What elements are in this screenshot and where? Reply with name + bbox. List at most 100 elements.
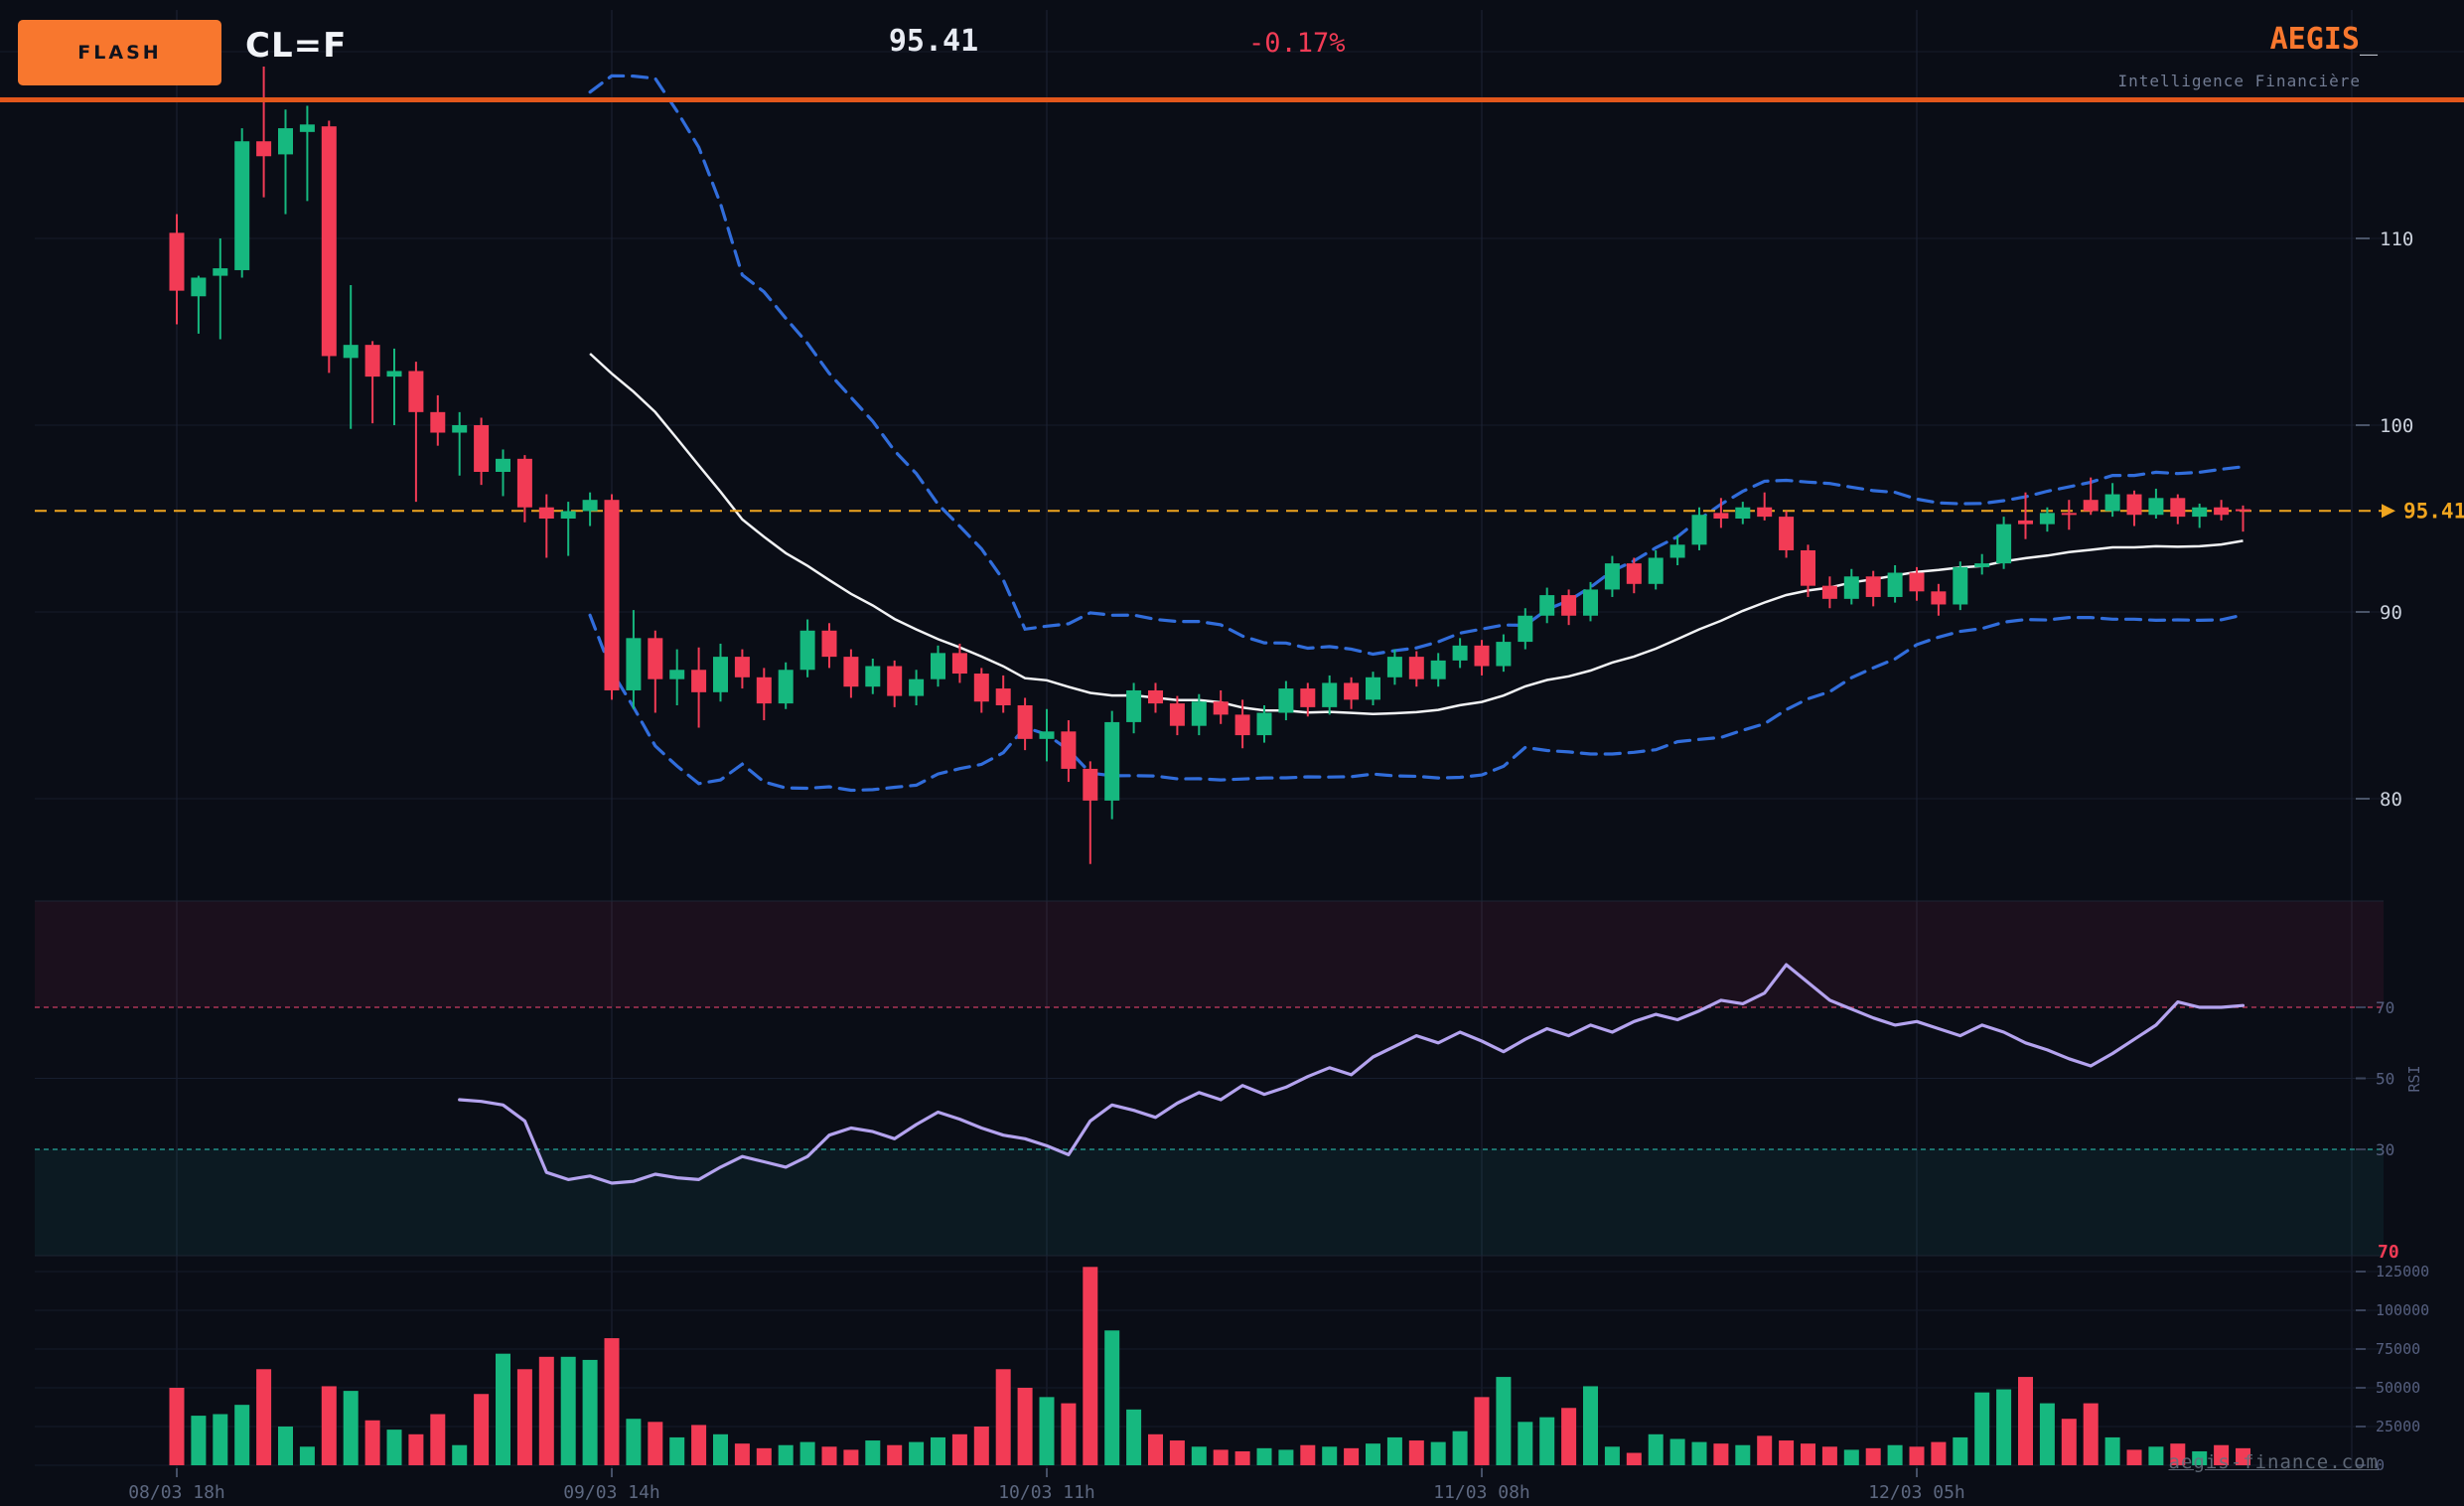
volume-bar bbox=[669, 1436, 685, 1465]
volume-bar bbox=[169, 1388, 185, 1465]
volume-bar bbox=[386, 1430, 402, 1465]
candle-body bbox=[1539, 595, 1555, 616]
candle-body bbox=[995, 688, 1011, 705]
rsi-current-value: 70 bbox=[2378, 1242, 2399, 1263]
header-divider bbox=[0, 97, 2464, 102]
rsi-axis-label: 70 bbox=[2376, 998, 2394, 1017]
volume-bar bbox=[1104, 1330, 1120, 1465]
header-change-percent: -0.17% bbox=[1248, 28, 1346, 59]
candle-body bbox=[1039, 731, 1055, 739]
volume-bar bbox=[887, 1444, 903, 1465]
volume-bar bbox=[713, 1433, 728, 1465]
candle-body bbox=[582, 500, 598, 512]
volume-bar bbox=[582, 1359, 598, 1465]
volume-bar bbox=[343, 1391, 359, 1465]
volume-bar bbox=[299, 1446, 315, 1465]
candle-body bbox=[1148, 689, 1163, 704]
volume-bar bbox=[560, 1356, 576, 1465]
candle-body bbox=[538, 507, 554, 519]
bollinger-upper-band bbox=[588, 74, 2246, 657]
date-axis-label: 11/03 08h bbox=[1433, 1482, 1530, 1503]
volume-bar bbox=[799, 1441, 815, 1465]
candle-body bbox=[191, 277, 207, 297]
candle-body bbox=[973, 674, 989, 702]
candle-body bbox=[1366, 677, 1380, 700]
volume-bar bbox=[931, 1436, 945, 1465]
candle-body bbox=[821, 630, 837, 658]
candle-body bbox=[1408, 657, 1424, 679]
volume-bar bbox=[1234, 1450, 1250, 1465]
candle-body bbox=[1496, 642, 1512, 667]
brand-text: AEGIS bbox=[2269, 22, 2360, 57]
volume-bar bbox=[865, 1440, 881, 1465]
candle-body bbox=[1974, 563, 1990, 567]
candle-body bbox=[2083, 500, 2099, 512]
rsi-panel-title: RSI bbox=[2405, 1065, 2423, 1092]
volume-bar bbox=[516, 1369, 532, 1465]
candle-body bbox=[1322, 682, 1338, 707]
volume-bar bbox=[1169, 1440, 1185, 1465]
candle-body bbox=[213, 268, 228, 276]
volume-bar bbox=[1583, 1386, 1598, 1465]
volume-bar bbox=[1713, 1443, 1729, 1465]
candle-body bbox=[1691, 515, 1707, 545]
candle-body bbox=[1256, 712, 1272, 736]
candle-body bbox=[1104, 721, 1120, 801]
candle-body bbox=[2236, 509, 2250, 512]
candle-body bbox=[1213, 701, 1229, 715]
candle-body bbox=[713, 657, 728, 692]
volume-bar bbox=[1843, 1449, 1859, 1465]
volume-bar bbox=[1213, 1449, 1229, 1465]
volume-bar bbox=[1561, 1408, 1577, 1465]
candle-body bbox=[1953, 566, 1968, 605]
candle-body bbox=[1713, 513, 1729, 519]
candle-body bbox=[1865, 576, 1881, 597]
volume-bar bbox=[1083, 1267, 1098, 1465]
bollinger-bands bbox=[588, 74, 2246, 793]
last-price-arrow-icon bbox=[2382, 504, 2395, 519]
volume-bar bbox=[1496, 1377, 1512, 1465]
candle-body bbox=[1604, 563, 1620, 590]
date-axis-label: 10/03 11h bbox=[998, 1482, 1095, 1503]
candle-body bbox=[1931, 591, 1947, 605]
candle-body bbox=[799, 630, 815, 671]
rsi-overbought-zone bbox=[35, 901, 2384, 1007]
volume-bar bbox=[2236, 1447, 2250, 1465]
volume-bar bbox=[1191, 1446, 1207, 1465]
volume-axis-label: 0 bbox=[2376, 1456, 2385, 1474]
candle-body bbox=[951, 653, 967, 675]
brand-cursor: _ bbox=[2359, 22, 2378, 57]
candlestick-series bbox=[169, 67, 2250, 864]
candle-body bbox=[1452, 645, 1468, 661]
volume-bar bbox=[256, 1369, 272, 1465]
candle-body bbox=[474, 425, 490, 472]
candle-body bbox=[452, 425, 468, 433]
volume-bar bbox=[1648, 1433, 1664, 1465]
volume-bar bbox=[234, 1405, 250, 1465]
volume-bar bbox=[1626, 1452, 1642, 1465]
volume-bar bbox=[951, 1433, 967, 1465]
candle-body bbox=[430, 411, 446, 433]
brand-tagline: Intelligence Financière bbox=[2117, 72, 2361, 90]
brand-logo: AEGIS_ bbox=[2270, 22, 2378, 57]
volume-bar bbox=[1518, 1422, 1533, 1465]
candle-body bbox=[1801, 549, 1815, 586]
last-price-tag: 95.41 bbox=[2382, 499, 2464, 523]
volume-bar bbox=[452, 1444, 468, 1465]
volume-bar bbox=[278, 1427, 293, 1465]
volume-bar bbox=[604, 1338, 620, 1465]
candle-body bbox=[1996, 524, 2012, 564]
candle-body bbox=[2192, 507, 2208, 518]
candle-body bbox=[1561, 595, 1577, 616]
volume-bar bbox=[1604, 1446, 1620, 1465]
candle-body bbox=[1344, 682, 1360, 700]
volume-bar bbox=[756, 1447, 772, 1465]
candle-body bbox=[1735, 507, 1751, 519]
volume-bar bbox=[973, 1427, 989, 1465]
candle-body bbox=[1518, 615, 1533, 643]
volume-bar bbox=[1953, 1436, 1968, 1465]
candle-body bbox=[931, 653, 945, 679]
flash-button[interactable]: FLASH bbox=[18, 20, 221, 85]
candle-body bbox=[1061, 731, 1077, 769]
